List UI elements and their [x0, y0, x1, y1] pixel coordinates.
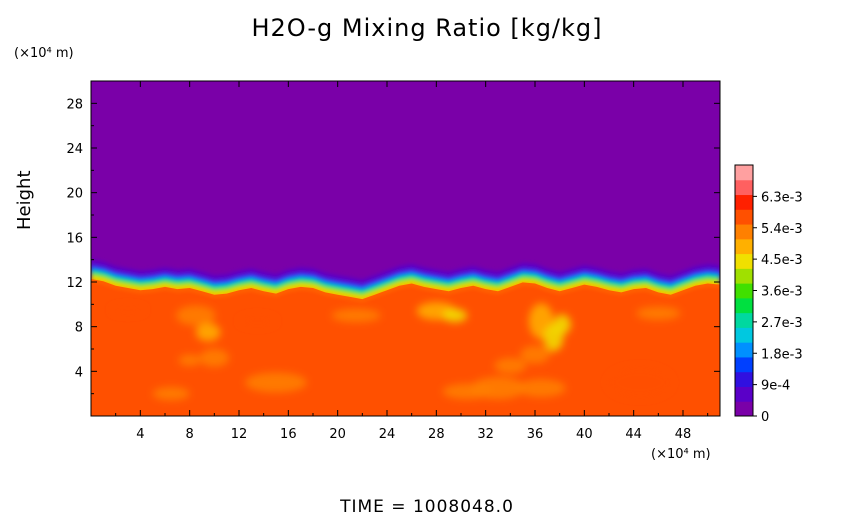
plume-11 — [494, 357, 527, 374]
plume-16 — [152, 386, 190, 401]
colorbar-segment — [735, 356, 753, 373]
plume-17 — [607, 366, 672, 399]
y-tick-label: 4 — [75, 365, 83, 380]
y-tick-label: 24 — [66, 142, 83, 157]
colorbar-tick-label: 0 — [761, 410, 769, 425]
plume-20 — [110, 305, 146, 315]
colorbar: 0 9e-4 1.8e-3 2.7e-3 3.6e-3 4.5e-3 5.4e-3 6.3e-… — [734, 164, 803, 425]
x-tick-label: 16 — [280, 427, 297, 442]
colorbar-segment — [735, 342, 753, 358]
plot-frame — [90, 80, 721, 417]
time-label: TIME = 1008048.0 — [340, 497, 514, 517]
colorbar-segment — [735, 297, 753, 314]
colorbar-tick-label: 1.8e-3 — [761, 347, 803, 362]
x-tick-label: 36 — [527, 427, 544, 442]
y-tick-label: 20 — [66, 187, 83, 202]
plumes — [110, 302, 681, 401]
x-axis: 4 8 12 16 20 24 28 32 36 40 44 48 — [115, 81, 709, 442]
x-tick-label: 12 — [231, 427, 248, 442]
plume-9 — [553, 314, 571, 335]
plume-14 — [516, 379, 566, 398]
x-tick-label: 8 — [186, 427, 194, 442]
x-tick-label: 40 — [576, 427, 593, 442]
y-tick-label: 12 — [66, 276, 83, 291]
plume-3 — [178, 354, 201, 366]
colorbar-tick-label: 4.5e-3 — [761, 253, 803, 268]
x-tick-label: 24 — [379, 427, 396, 442]
colorbar-tick-label: 2.7e-3 — [761, 316, 803, 331]
plume-10 — [520, 345, 550, 364]
colorbar-segment — [735, 386, 753, 402]
colorbar-segment — [735, 327, 753, 343]
x-tick-label: 28 — [428, 427, 445, 442]
colorbar-segment — [735, 401, 753, 417]
colorbar-tick-label: 5.4e-3 — [761, 222, 803, 237]
y-tick-label: 8 — [75, 321, 83, 336]
x-tick-label: 20 — [329, 427, 346, 442]
interface-rim — [91, 279, 720, 302]
chart-title: H2O-g Mixing Ratio [kg/kg] — [251, 14, 603, 42]
colorbar-segment — [735, 312, 753, 328]
colorbar-segment — [735, 224, 753, 240]
plume-18 — [636, 306, 681, 320]
x-tick-label: 32 — [477, 427, 494, 442]
plume-1 — [195, 323, 221, 342]
y-tick-label: 28 — [66, 97, 83, 112]
x-tick-label: 48 — [675, 427, 692, 442]
plume-13 — [442, 383, 492, 400]
x-tick-label: 4 — [136, 427, 144, 442]
y-unit-label: (×10⁴ m) — [14, 46, 74, 61]
colorbar-segment — [735, 238, 753, 255]
colorbar-tick-label: 3.6e-3 — [761, 285, 803, 300]
plume-19 — [239, 315, 276, 327]
plume-4 — [331, 308, 381, 323]
y-axis: 4 8 12 16 20 24 28 — [66, 97, 720, 395]
colorbar-segment — [735, 179, 753, 196]
colorbar-tick-label: 9e-4 — [761, 379, 790, 394]
plume-2 — [199, 349, 230, 367]
colorbar-segment — [735, 194, 753, 210]
plume-6 — [442, 308, 468, 323]
colorbar-segment — [735, 268, 753, 284]
plume-15 — [245, 372, 307, 393]
colorbar-segment — [735, 283, 753, 299]
x-tick-label: 44 — [625, 427, 642, 442]
plot-area — [91, 81, 720, 416]
colorbar-segment — [735, 253, 753, 269]
colorbar-segment — [735, 165, 753, 181]
y-tick-label: 16 — [66, 231, 83, 246]
colorbar-segment — [735, 209, 753, 225]
colorbar-tick-label: 6.3e-3 — [761, 190, 803, 205]
x-unit-label: (×10⁴ m) — [651, 447, 711, 462]
colorbar-segment — [735, 371, 753, 387]
plume-0 — [176, 305, 216, 326]
